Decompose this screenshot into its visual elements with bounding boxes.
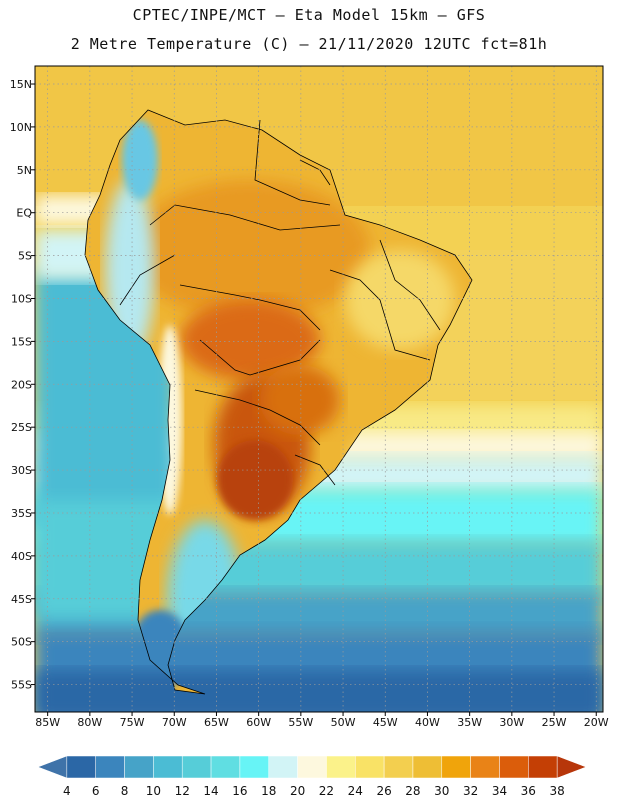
lon-label: 25W <box>542 716 567 729</box>
colorbar-cell <box>239 755 269 779</box>
lat-label: EQ <box>16 207 32 220</box>
lat-label: 55S <box>11 679 32 692</box>
colorbar-cell <box>297 755 327 779</box>
colorbar-label: 16 <box>232 784 248 798</box>
temperature-colorbar <box>37 755 587 779</box>
lon-label: 50W <box>331 716 356 729</box>
colorbar-label: 18 <box>261 784 277 798</box>
colorbar-cell <box>412 755 443 779</box>
colorbar-cell <box>268 755 298 779</box>
lon-label: 70W <box>162 716 187 729</box>
lat-label: 10N <box>10 121 32 134</box>
lon-label: 45W <box>373 716 398 729</box>
colorbar-cell <box>470 755 500 779</box>
colorbar-cell <box>528 755 558 779</box>
country-borders <box>84 109 473 695</box>
colorbar-label: 32 <box>462 784 479 798</box>
lon-label: 30W <box>499 716 524 729</box>
lat-label: 25S <box>11 421 32 434</box>
lon-label: 40W <box>415 716 440 729</box>
colorbar-cell-high <box>556 755 587 779</box>
colorbar-label: 28 <box>405 784 421 798</box>
colorbar-label: 34 <box>491 784 508 798</box>
lat-label: 5S <box>18 250 32 263</box>
lon-label: 60W <box>246 716 271 729</box>
map-title: CPTEC/INPE/MCT – Eta Model 15km – GFS <box>132 6 486 24</box>
colorbar-cell <box>326 755 356 779</box>
lat-label: 15N <box>10 78 32 91</box>
colorbar-cell <box>499 755 529 779</box>
lat-label: 30S <box>11 464 32 477</box>
colorbar-label: 20 <box>289 784 306 798</box>
colorbar-cell <box>181 755 212 779</box>
lat-label: 40S <box>11 550 32 563</box>
lat-label: 50S <box>11 636 32 649</box>
colorbar-cell <box>95 755 125 779</box>
colorbar-label: 22 <box>318 784 335 798</box>
colorbar-label: 4 <box>63 784 71 798</box>
colorbar-label: 8 <box>120 784 129 798</box>
colorbar-cell <box>210 755 241 779</box>
lat-label: 10S <box>11 292 32 305</box>
map-subtitle: 2 Metre Temperature (C) – 21/11/2020 12U… <box>70 35 548 53</box>
colorbar-cell <box>441 755 471 779</box>
colorbar-cell <box>124 755 154 779</box>
colorbar-label: 38 <box>549 784 565 798</box>
colorbar-cell <box>383 755 414 779</box>
colorbar-label: 6 <box>91 784 100 798</box>
lon-label: 65W <box>204 716 229 729</box>
lon-label: 80W <box>77 716 102 729</box>
lat-label: 20S <box>11 378 32 391</box>
colorbar-cell <box>355 755 385 779</box>
lon-label: 85W <box>35 716 60 729</box>
map-frame <box>34 65 604 713</box>
lon-label: 75W <box>120 716 145 729</box>
colorbar-label: 14 <box>203 784 219 798</box>
lat-label: 45S <box>11 593 32 606</box>
colorbar-cell-low <box>37 755 68 779</box>
colorbar-label: 12 <box>174 784 190 798</box>
lon-label: 20W <box>584 716 609 729</box>
lon-label: 35W <box>457 716 482 729</box>
colorbar-label: 24 <box>347 784 363 798</box>
lat-label: 5N <box>17 164 32 177</box>
colorbar-label: 30 <box>434 784 450 798</box>
lon-label: 55W <box>288 716 313 729</box>
colorbar-cell <box>153 755 183 779</box>
axis-ticks: 15N 10N 5N EQ 5S 10S 15S 20S 25S 30S 35S 40S 45S 50S 5… <box>10 78 609 729</box>
colorbar-label: 26 <box>376 784 392 798</box>
lat-label: 35S <box>11 507 32 520</box>
colorbar-cell <box>66 755 96 779</box>
lat-label: 15S <box>11 335 32 348</box>
lat-lon-grid <box>35 66 603 712</box>
colorbar-label: 36 <box>520 784 536 798</box>
colorbar-label: 10 <box>145 784 161 798</box>
